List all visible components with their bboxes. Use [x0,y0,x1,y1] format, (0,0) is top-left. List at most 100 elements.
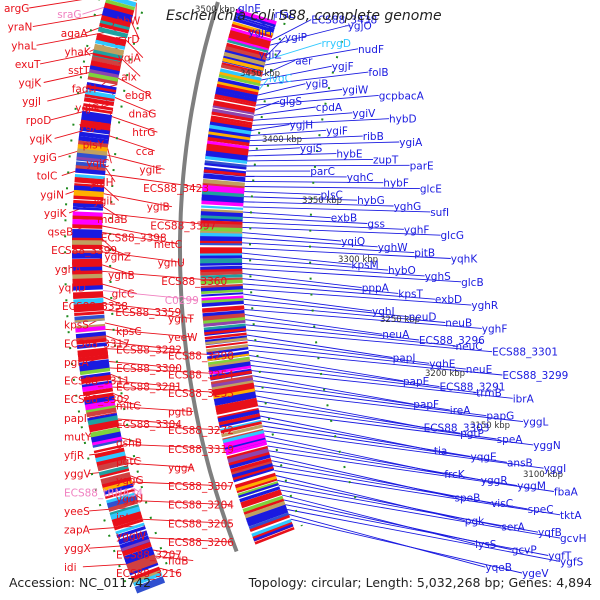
outer-feature-block [132,0,138,2]
genome-title: Escherichia coli S88, complete genome [166,8,442,24]
label-callout [115,405,194,413]
gene-label: hybO [388,265,416,277]
label-callout [252,118,390,126]
scale-tick-label: 3300 kbp [338,255,378,265]
outer-feature-block [113,518,144,531]
gene-label: folB [368,67,388,79]
inner-feature-block [200,271,243,276]
outer-feature-block [117,530,148,545]
label-callout [105,328,194,338]
gene-label: ygiA [399,137,423,149]
gene-label: tktA [560,510,582,522]
label-callout [270,19,312,41]
label-callout [242,273,362,289]
label-callout [261,420,471,457]
gene-label: kpsM [351,259,378,271]
gene-label: ECS88_3359 [115,307,181,319]
outer-feature-block [81,110,113,120]
outer-feature-block [77,350,108,357]
outer-feature-block [72,285,103,291]
outer-feature-block [89,65,120,76]
label-callout [247,339,430,364]
gene-label: pgtP [460,428,484,440]
outer-feature-block [76,338,107,345]
gene-label: yggN [533,440,560,452]
inner-feature-block [235,8,277,26]
label-callout [241,242,415,254]
outer-feature-block [101,11,132,23]
gene-label: serA [501,521,525,533]
gene-label: qseB [48,227,74,239]
inner-feature-block [233,17,275,33]
inner-feature-block [216,83,259,96]
gene-label: hybE [336,149,362,161]
gene-label: pppA [362,283,390,295]
outer-feature-block [112,514,143,528]
gene-label: ECS88_3216 [116,568,182,580]
label-callout [248,349,503,376]
gene-label: speB [455,492,481,504]
outer-feature-block [103,483,134,495]
gene-label: ECS88_3307 [168,481,234,493]
outer-feature-block [80,114,112,126]
inner-feature-block [249,514,291,532]
gene-label: nudF [358,44,384,56]
gene-label: visC [491,498,513,510]
label-callout [285,504,549,556]
label-callout [241,257,389,271]
label-callout [242,232,342,242]
label-callout [288,513,486,568]
outer-feature-block [86,84,117,93]
outer-feature-block [121,541,152,557]
outer-feature-block [79,126,110,135]
gene-label: ECS88_3206 [168,537,234,549]
inner-feature-block [200,274,243,279]
label-callout [242,221,404,230]
label-callout [247,344,466,370]
gene-label: glcG [441,230,465,242]
label-callout [130,475,142,481]
label-callout [243,298,409,318]
label-callout [254,390,524,423]
label-callout [246,164,410,167]
gene-label: ECS88_3272 [168,425,234,437]
gene-label: pgk [465,516,485,528]
gene-label: yggV [64,469,92,481]
inner-feature-block [200,218,243,222]
gene-label: ygiZ [259,50,282,62]
label-callout [251,370,513,399]
outer-feature-block [75,331,107,339]
label-callout [89,412,117,419]
outer-feature-block [73,297,104,305]
inner-feature-block [225,441,268,456]
outer-feature-block [123,546,154,563]
label-callout [259,410,534,446]
outer-feature-block [72,224,103,229]
label-callout [130,21,140,40]
gene-label: exbB [331,213,357,225]
outer-feature-block [97,458,128,472]
inner-feature-block [221,424,263,438]
outer-feature-block [105,488,135,499]
gene-label: glcB [461,277,484,289]
gene-label: C0299 [165,295,199,307]
outer-ring-feature-blocks [72,0,166,594]
gene-label: ygjI [22,96,41,108]
gene-label: ECS88_3207 [116,549,182,561]
label-callout [246,334,393,358]
inner-feature-block [227,39,269,53]
gene-label: ygjH [248,26,272,38]
gene-label: ygjO [348,21,372,33]
gene-label: yghW [378,242,409,254]
label-callout [242,226,441,236]
outer-feature-block [83,392,114,402]
outer-feature-block [78,135,109,145]
gene-label: ygfT [548,551,572,563]
inner-feature-block [234,15,275,30]
outer-feature-block [110,506,141,522]
inner-feature-block [214,93,257,105]
gene-label: pgtB [168,407,193,419]
gene-label: yeeW [168,332,198,344]
gene-label: hybD [389,114,417,126]
outer-feature-block [76,342,108,350]
